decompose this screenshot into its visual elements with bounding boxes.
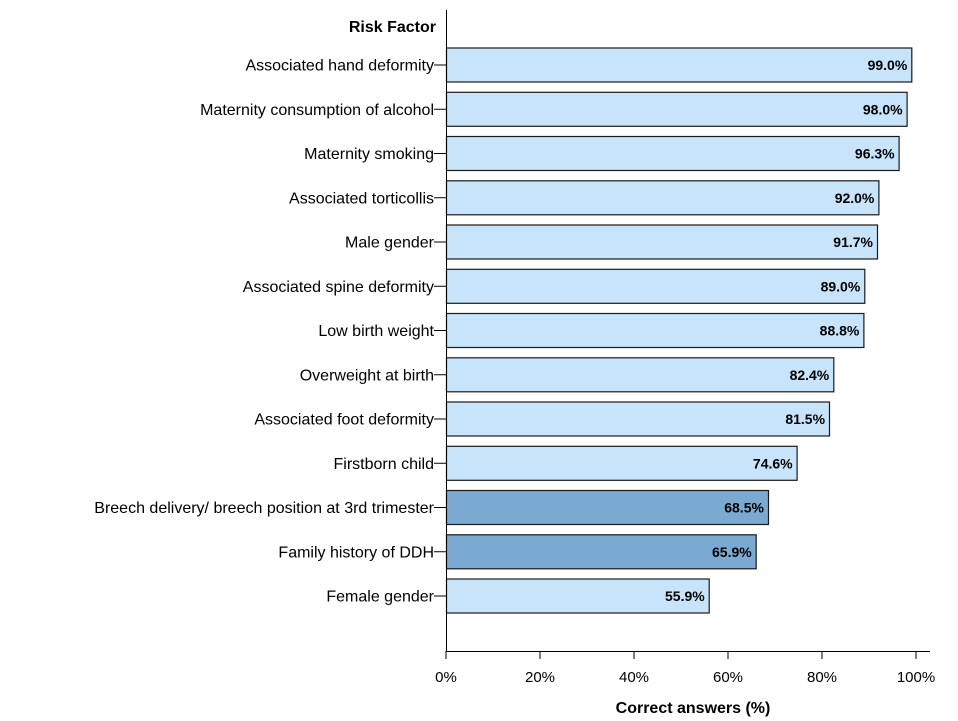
data-label: 91.7% [833,234,873,250]
x-tick-label: 0% [435,669,457,686]
category-label: Overweight at birth [300,367,434,384]
category-label: Firstborn child [334,456,434,473]
x-tick-label: 60% [713,669,743,686]
category-label: Female gender [326,589,434,606]
x-tick-label: 20% [525,669,555,686]
x-tick-labels: 0% 20% 40% 60% 80% 100% [435,669,935,686]
data-label: 88.8% [820,323,860,339]
category-labels: Associated hand deformity Maternity consu… [94,58,434,606]
data-label: 96.3% [855,146,895,162]
data-label: 55.9% [665,588,705,604]
bar [445,357,835,393]
bar [445,578,710,614]
category-label: Maternity smoking [304,146,434,163]
category-label: Maternity consumption of alcohol [200,102,434,119]
category-axis-title: Risk Factor [349,19,436,36]
bar [445,91,908,127]
x-tick-label: 100% [897,669,935,686]
data-label: 92.0% [835,190,875,206]
data-label: 65.9% [712,544,752,560]
bar [445,135,900,172]
bar [445,445,798,481]
data-label: 82.4% [790,367,830,383]
x-tick-label: 40% [619,669,649,686]
category-label: Associated torticollis [289,190,434,207]
category-label: Breech delivery/ breech position at 3rd … [94,500,434,517]
category-label: Associated spine deformity [243,279,434,296]
bar [445,224,879,260]
category-label: Low birth weight [318,323,434,340]
data-label: 68.5% [724,500,764,516]
bar [445,489,770,526]
x-tick-label: 80% [807,669,837,686]
category-label: Associated hand deformity [245,58,434,75]
data-label: 74.6% [753,455,793,471]
bars-layer [445,47,913,614]
category-label: Male gender [345,235,435,252]
x-axis-title: Correct answers (%) [616,700,771,717]
bar [445,312,865,349]
data-label: 89.0% [821,278,861,294]
axis-layer [434,10,930,659]
data-label: 98.0% [863,101,903,117]
bar [445,268,866,304]
data-label: 81.5% [785,411,825,427]
category-label: Associated foot deformity [254,412,434,429]
bar [445,401,831,437]
bar [445,180,880,216]
data-label: 99.0% [868,57,908,73]
category-label: Family history of DDH [278,544,434,561]
bar [445,47,913,83]
data-labels: 99.0% 98.0% 96.3% 92.0% 91.7% 89.0% 88.8% 82.4%… [665,57,908,604]
bar [445,534,757,570]
